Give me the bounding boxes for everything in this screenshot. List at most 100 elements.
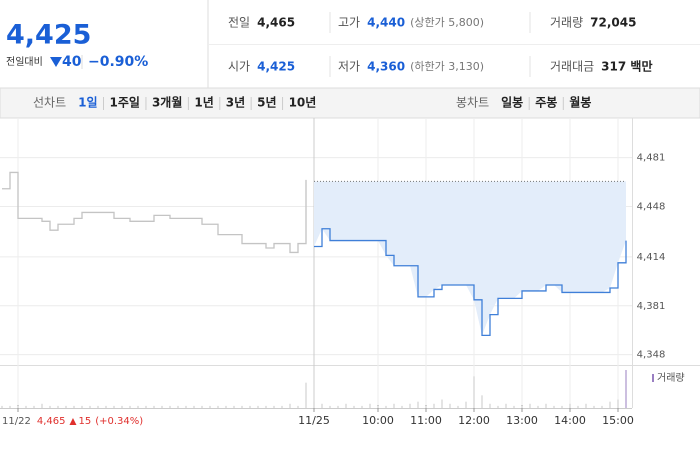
change: 40 bbox=[62, 54, 82, 70]
tab[interactable]: 1년 bbox=[194, 96, 213, 110]
volume-bar bbox=[161, 405, 163, 408]
volume-bar bbox=[57, 405, 59, 408]
tab[interactable]: 3개월 bbox=[152, 95, 182, 110]
volume-bar bbox=[625, 370, 627, 408]
stat-label: 거래량 bbox=[550, 16, 583, 30]
volume-bar bbox=[257, 405, 259, 408]
volume-bar bbox=[313, 401, 315, 408]
tab-group-label: 선차트 bbox=[33, 96, 66, 110]
volume-bar bbox=[297, 405, 299, 408]
x-tick-label: 11/25 bbox=[298, 414, 330, 427]
volume-bar bbox=[345, 403, 347, 408]
stat-value: 4,465 bbox=[257, 16, 295, 30]
volume-bar bbox=[169, 405, 171, 408]
volume-bar bbox=[33, 405, 35, 408]
volume-bar bbox=[185, 405, 187, 408]
volume-bar bbox=[25, 405, 27, 408]
tab[interactable]: 3년 bbox=[226, 96, 245, 110]
volume-bar bbox=[577, 405, 579, 408]
volume-bar bbox=[601, 405, 603, 408]
stat-note: (하한가 3,130) bbox=[410, 59, 484, 73]
plot: 4,348 4,381 4,414 4,448 4,481 11/25 10:00 11:00… bbox=[0, 118, 685, 427]
y-tick-label: 4,381 bbox=[637, 301, 666, 312]
price: 4,425 bbox=[6, 20, 91, 51]
volume-bar bbox=[233, 405, 235, 408]
x-tick-label: 11:00 bbox=[410, 414, 442, 427]
volume-bar bbox=[281, 405, 283, 408]
volume-bar bbox=[81, 405, 83, 408]
volume-bar bbox=[17, 405, 19, 408]
volume-bar bbox=[425, 405, 427, 408]
volume-bar bbox=[513, 405, 515, 408]
volume-bar bbox=[377, 405, 379, 408]
stat-value: 72,045 bbox=[590, 16, 636, 30]
volume-bar bbox=[209, 405, 211, 408]
volume-bar bbox=[481, 395, 483, 408]
volume-bar bbox=[153, 405, 155, 408]
volume-bar bbox=[473, 376, 475, 408]
tab[interactable]: 10년 bbox=[289, 96, 317, 110]
volume-bar bbox=[585, 403, 587, 408]
footer-change: 15 bbox=[78, 416, 91, 427]
stat-label: 거래대금 bbox=[550, 60, 594, 74]
up-icon bbox=[69, 418, 77, 425]
tab[interactable]: 일봉 bbox=[501, 96, 523, 110]
change-pct: −0.90% bbox=[88, 54, 148, 70]
stats: 전일 4,465 고가 4,440 (상한가 5,800) 거래량 72,045 시가 4,42… bbox=[228, 16, 652, 74]
volume-bar bbox=[289, 403, 291, 408]
tab[interactable]: 5년 bbox=[257, 96, 276, 110]
tab[interactable]: 월봉 bbox=[569, 95, 591, 110]
volume-bar bbox=[441, 399, 443, 408]
volume-bar bbox=[489, 403, 491, 408]
volume-bar bbox=[553, 405, 555, 408]
tab[interactable]: 주봉 bbox=[535, 96, 557, 110]
volume-bar bbox=[201, 405, 203, 408]
volume-bar bbox=[337, 405, 339, 408]
volume-bar bbox=[617, 399, 619, 408]
stat-value: 317 백만 bbox=[601, 59, 652, 74]
stat-label: 고가 bbox=[338, 16, 360, 30]
volume-bar bbox=[385, 405, 387, 408]
stat-label: 저가 bbox=[338, 60, 360, 74]
volume-bar bbox=[361, 405, 363, 408]
volume-bar bbox=[593, 405, 595, 408]
volume-bar bbox=[561, 405, 563, 408]
volume-bar bbox=[273, 405, 275, 408]
volume-bar bbox=[265, 405, 267, 408]
y-tick-label: 4,481 bbox=[637, 153, 666, 164]
volume-bar bbox=[249, 405, 251, 408]
volume-bar bbox=[41, 403, 43, 408]
volume-bar bbox=[409, 403, 411, 408]
tab[interactable]: 1일 bbox=[78, 96, 97, 110]
y-tick-label: 4,414 bbox=[637, 252, 666, 263]
tabs: 선차트 1일 1주일 3개월 1년 3년 5년 10년 봉차트 일봉 주봉 월봉 bbox=[33, 95, 591, 110]
stat-label: 시가 bbox=[228, 60, 250, 74]
x-tick-label: 15:00 bbox=[602, 414, 634, 427]
tab[interactable]: 1주일 bbox=[110, 96, 140, 110]
stat-value: 4,425 bbox=[257, 60, 295, 74]
volume-bar bbox=[217, 405, 219, 408]
volume-bar bbox=[353, 405, 355, 408]
footer-close: 4,465 bbox=[37, 416, 66, 427]
down-icon bbox=[50, 57, 62, 67]
volume-bar bbox=[97, 405, 99, 408]
volume-bar bbox=[505, 403, 507, 408]
volume-bar bbox=[145, 405, 147, 408]
price-line bbox=[2, 171, 307, 254]
y-tick-label: 4,348 bbox=[637, 350, 666, 361]
volume-bar bbox=[121, 405, 123, 408]
volume-bar bbox=[329, 405, 331, 408]
x-tick-label: 12:00 bbox=[458, 414, 490, 427]
volume-bar bbox=[321, 403, 323, 408]
volume-bar bbox=[609, 401, 611, 408]
x-tick-label: 10:00 bbox=[362, 414, 394, 427]
area-fill bbox=[314, 181, 626, 336]
stat-note: (상한가 5,800) bbox=[410, 16, 484, 29]
volume-bar bbox=[569, 403, 571, 408]
volume-bar bbox=[465, 401, 467, 408]
legend-swatch bbox=[652, 374, 654, 382]
price-line bbox=[314, 228, 627, 337]
volume-bar bbox=[9, 405, 11, 408]
volume-label: 거래량 bbox=[657, 372, 685, 384]
